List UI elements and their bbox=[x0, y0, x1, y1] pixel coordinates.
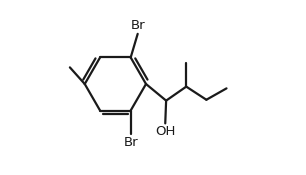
Text: Br: Br bbox=[123, 136, 138, 149]
Text: Br: Br bbox=[131, 19, 146, 32]
Text: OH: OH bbox=[155, 125, 175, 138]
